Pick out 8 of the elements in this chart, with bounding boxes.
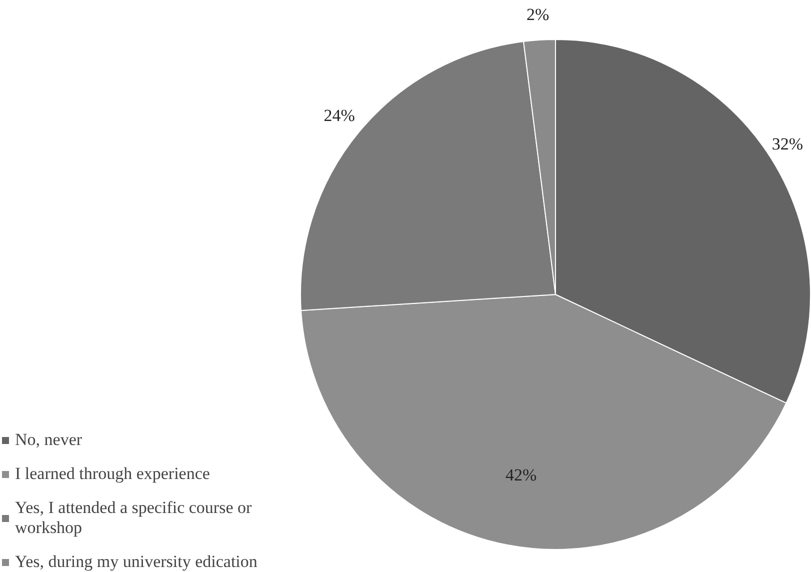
legend-label: Yes, I attended a specific course or workshop — [15, 498, 252, 538]
legend-label: I learned through experience — [15, 464, 210, 484]
data-label: 24% — [324, 106, 355, 126]
data-label: 2% — [526, 5, 550, 24]
legend-label: No, never — [15, 430, 82, 450]
data-label: 32% — [772, 134, 804, 154]
data-label: 42% — [506, 465, 537, 484]
legend-label: Yes, during my university edication — [15, 552, 258, 572]
